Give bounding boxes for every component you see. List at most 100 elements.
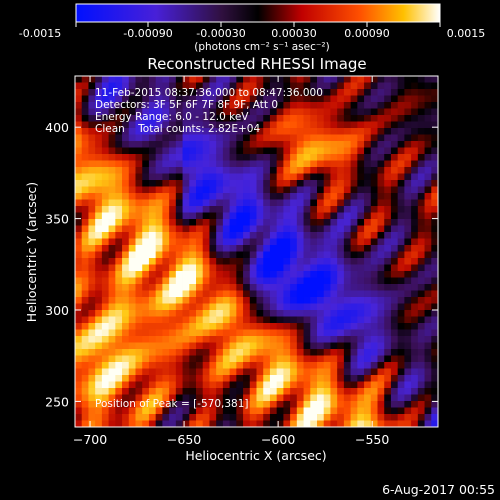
heatmap-cell [209, 245, 217, 252]
heatmap-cell [357, 310, 365, 317]
heatmap-cell [377, 193, 385, 200]
heatmap-cell [290, 108, 298, 116]
heatmap-cell [350, 95, 358, 103]
heatmap-cell [303, 134, 311, 142]
heatmap-cell [115, 232, 123, 239]
heatmap-cell [101, 245, 110, 252]
heatmap-cell [330, 245, 338, 252]
heatmap-cell [148, 160, 157, 168]
heatmap-cell [216, 212, 224, 220]
heatmap-cell [404, 76, 412, 83]
heatmap-cell [411, 180, 419, 187]
heatmap-cell [101, 381, 110, 389]
heatmap-cell [196, 76, 204, 83]
heatmap-cell [222, 108, 231, 116]
heatmap-cell [202, 394, 210, 402]
heatmap-cell [296, 115, 304, 122]
heatmap-cell [95, 388, 103, 395]
heatmap-cell [377, 128, 385, 135]
heatmap-cell [397, 394, 405, 402]
heatmap-cell [350, 368, 358, 376]
heatmap-cell [296, 316, 304, 324]
heatmap-cell [108, 89, 116, 96]
heatmap-cell [330, 342, 338, 350]
heatmap-cell [101, 368, 110, 376]
heatmap-cell [95, 329, 103, 337]
heatmap-cell [431, 407, 439, 415]
heatmap-cell [384, 264, 392, 272]
heatmap-cell [175, 89, 183, 96]
heatmap-cell [108, 277, 116, 285]
heatmap-cell [243, 284, 251, 291]
heatmap-cell [236, 251, 244, 259]
heatmap-cell [122, 323, 130, 330]
heatmap-cell [182, 394, 190, 402]
heatmap-cell [364, 277, 372, 285]
heatmap-cell [276, 225, 284, 233]
heatmap-cell [370, 368, 378, 376]
heatmap-cell [243, 420, 251, 428]
heatmap-cell [135, 128, 143, 135]
heatmap-cell [182, 212, 190, 220]
heatmap-cell [276, 271, 284, 278]
heatmap-cell [276, 336, 284, 343]
heatmap-cell [310, 167, 318, 174]
heatmap-cell [276, 102, 284, 109]
heatmap-cell [236, 316, 244, 324]
heatmap-cell [404, 297, 412, 304]
heatmap-cell [417, 206, 425, 213]
heatmap-cell [290, 89, 298, 96]
heatmap-cell [229, 420, 237, 428]
heatmap-cell [384, 245, 392, 252]
heatmap-cell [155, 284, 163, 291]
heatmap-cell [276, 323, 284, 330]
heatmap-cell [296, 219, 304, 226]
heatmap-cell [263, 271, 271, 278]
heatmap-cell [296, 141, 304, 148]
heatmap-cell [377, 134, 385, 142]
heatmap-cell [283, 95, 291, 103]
heatmap-cell [303, 284, 311, 291]
heatmap-cell [108, 180, 116, 187]
heatmap-cell [397, 342, 405, 350]
heatmap-cell [216, 108, 224, 116]
heatmap-cell [202, 264, 210, 272]
heatmap-cell [148, 154, 157, 161]
heatmap-cell [209, 128, 217, 135]
heatmap-cell [263, 290, 271, 298]
heatmap-cell [249, 225, 257, 233]
heatmap-cell [404, 147, 412, 155]
heatmap-cell [431, 336, 439, 343]
heatmap-cell [196, 290, 204, 298]
heatmap-cell [202, 199, 210, 207]
heatmap-cell [424, 154, 432, 161]
heatmap-cell [263, 173, 271, 181]
heatmap-cell [196, 225, 204, 233]
heatmap-cell [88, 121, 96, 129]
heatmap-cell [81, 251, 89, 259]
heatmap-cell [209, 420, 217, 428]
heatmap-cell [142, 219, 150, 226]
heatmap-cell [296, 310, 304, 317]
heatmap-cell [276, 375, 284, 382]
heatmap-cell [256, 284, 264, 291]
heatmap-cell [303, 303, 311, 311]
heatmap-cell [175, 173, 183, 181]
heatmap-cell [390, 381, 399, 389]
heatmap-cell [162, 193, 170, 200]
annotation-total-counts: Clean Total counts: 2.82E+04 [95, 123, 260, 135]
heatmap-cell [397, 407, 405, 415]
heatmap-cell [296, 401, 304, 408]
heatmap-cell [411, 271, 419, 278]
heatmap-cell [196, 355, 204, 363]
heatmap-cell [243, 271, 251, 278]
heatmap-cell [128, 375, 136, 382]
heatmap-cell [222, 193, 231, 200]
heatmap-cell [189, 258, 197, 265]
heatmap-cell [182, 238, 190, 246]
heatmap-cell [209, 102, 217, 109]
heatmap-cell [196, 173, 204, 181]
heatmap-cell [108, 251, 116, 259]
heatmap-cell [330, 420, 338, 428]
heatmap-cell [417, 355, 425, 363]
